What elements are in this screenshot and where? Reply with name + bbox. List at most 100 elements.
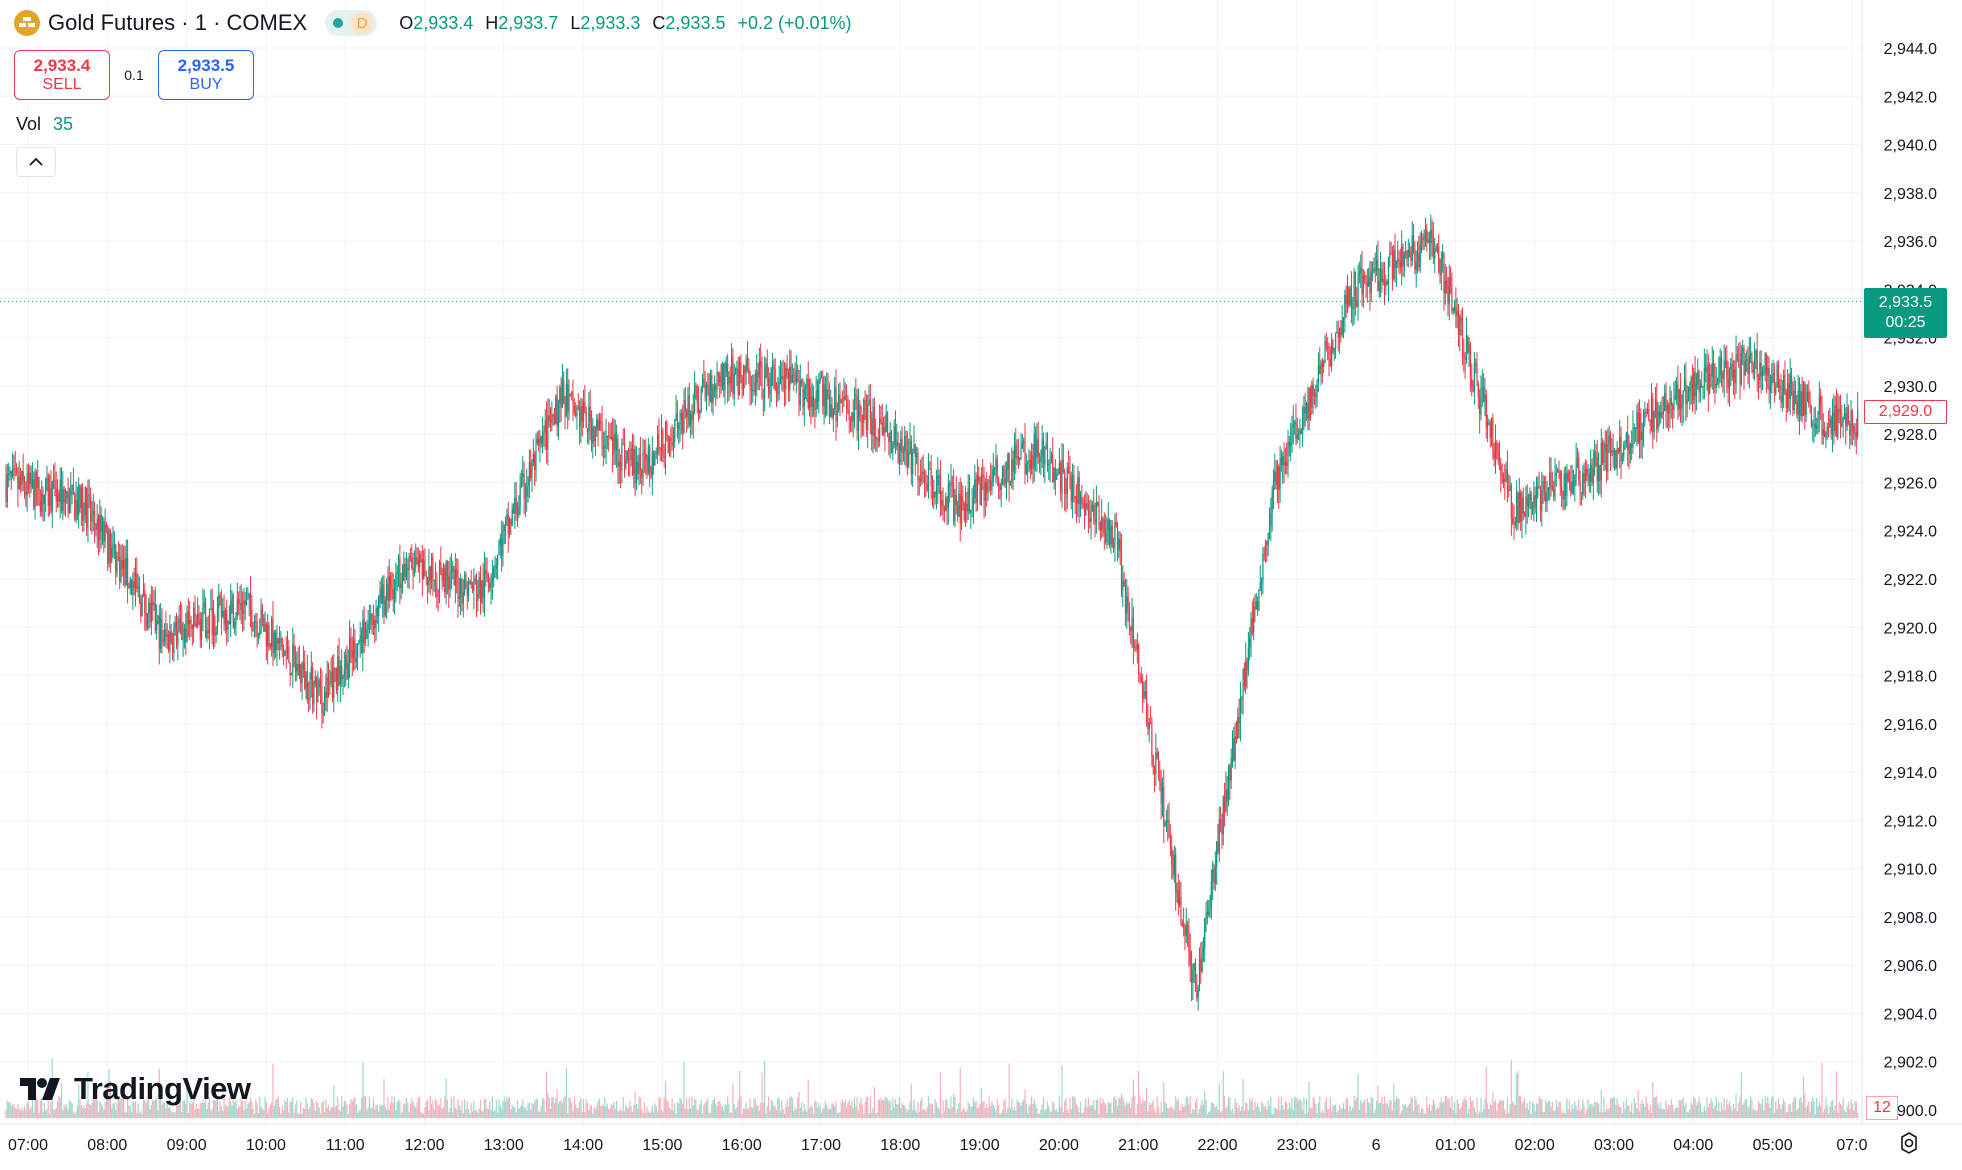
volume-bar xyxy=(352,1098,355,1118)
volume-bar xyxy=(1842,1097,1844,1118)
candle-body xyxy=(5,482,7,502)
candle-body xyxy=(1336,331,1338,333)
volume-bar xyxy=(836,1112,838,1118)
volume-bar xyxy=(1633,1098,1635,1118)
candle-body xyxy=(347,663,349,680)
volume-bar xyxy=(1780,1109,1782,1118)
candle-body xyxy=(1229,766,1231,781)
volume-bar xyxy=(370,1107,372,1118)
candle-body xyxy=(943,508,945,511)
candle-body xyxy=(380,588,382,604)
candle-body xyxy=(391,586,393,590)
volume-bar xyxy=(925,1110,927,1118)
candle-body xyxy=(1263,554,1265,556)
volume-bar xyxy=(1173,1109,1175,1118)
candle-body xyxy=(1115,522,1117,526)
volume-bar xyxy=(1435,1109,1437,1118)
candle-body xyxy=(1185,924,1187,936)
volume-bar xyxy=(1378,1103,1380,1118)
volume-bar xyxy=(356,1112,359,1118)
collapse-legend-button[interactable] xyxy=(16,147,56,177)
candle-body xyxy=(1167,820,1169,823)
volume-bar xyxy=(97,1112,100,1118)
candle-body xyxy=(1575,461,1577,477)
candle-body xyxy=(974,479,976,498)
candle-body xyxy=(1615,450,1617,468)
volume-bar xyxy=(297,1113,299,1118)
volume-bar xyxy=(1233,1113,1235,1118)
candle-body xyxy=(141,596,143,616)
volume-bar xyxy=(1424,1113,1427,1118)
volume-bar xyxy=(1703,1105,1705,1118)
prev-close-tag: 2,929.0 xyxy=(1864,400,1947,424)
candle-body xyxy=(1449,277,1452,286)
volume-bar xyxy=(597,1101,599,1118)
candle-body xyxy=(1075,498,1078,504)
volume-bar xyxy=(1086,1106,1088,1118)
candle-body xyxy=(1497,451,1499,460)
candle-body xyxy=(614,433,616,451)
volume-bar xyxy=(121,1098,123,1118)
candle-body xyxy=(249,593,252,610)
volume-bar xyxy=(968,1103,971,1118)
sell-button[interactable]: 2,933.4 SELL xyxy=(14,50,110,100)
volume-bar xyxy=(687,1109,689,1118)
volume-bar xyxy=(1418,1103,1420,1118)
time-tick-label: 11:00 xyxy=(326,1137,365,1154)
volume-bar xyxy=(1225,1108,1227,1118)
volume-bar xyxy=(241,1101,244,1118)
candle-body xyxy=(286,646,289,653)
volume-legend[interactable]: Vol 35 xyxy=(16,114,74,134)
volume-bar xyxy=(1115,1099,1117,1118)
candle-body xyxy=(1471,378,1473,388)
volume-bar xyxy=(267,1112,269,1118)
candle-body xyxy=(1398,259,1400,263)
volume-bar xyxy=(1410,1096,1412,1118)
symbol-title[interactable]: Gold Futures · 1 · COMEX xyxy=(48,10,308,35)
candle-body xyxy=(1238,716,1240,724)
volume-bar xyxy=(1372,1097,1374,1118)
volume-bar xyxy=(716,1106,718,1118)
candle-body xyxy=(1620,436,1622,461)
price-tick-label: 2,922.0 xyxy=(1884,572,1937,589)
candle-body xyxy=(816,390,819,402)
volume-bar xyxy=(1629,1111,1631,1118)
candle-body xyxy=(109,531,112,562)
candle-body xyxy=(782,376,784,380)
volume-bar xyxy=(886,1099,889,1118)
candle-body xyxy=(158,615,160,649)
volume-bar xyxy=(650,1111,652,1118)
volume-bar xyxy=(275,1099,277,1118)
volume-bar xyxy=(142,1100,145,1118)
candle-body xyxy=(42,493,44,504)
candle-body xyxy=(1763,372,1765,374)
volume-bar xyxy=(770,1100,772,1118)
candle-body xyxy=(175,621,178,646)
tradingview-logo[interactable]: TradingView xyxy=(20,1071,251,1107)
candle-body xyxy=(445,561,447,593)
volume-bar xyxy=(278,1106,281,1118)
candle-body xyxy=(868,399,870,406)
volume-bar xyxy=(1313,1098,1316,1118)
buy-button[interactable]: 2,933.5 BUY xyxy=(158,50,254,100)
volume-bar xyxy=(559,1101,561,1118)
volume-bar xyxy=(1120,1093,1123,1118)
volume-bar xyxy=(1011,1098,1013,1118)
gear-icon[interactable] xyxy=(1896,1130,1922,1156)
candle-body xyxy=(173,629,175,653)
candle-body xyxy=(840,400,842,403)
candle-body xyxy=(358,641,360,644)
volume-bar xyxy=(318,1107,320,1118)
candle-body xyxy=(1689,387,1691,392)
volume-bar xyxy=(736,1107,738,1118)
volume-bar xyxy=(1444,1096,1446,1118)
volume-bar xyxy=(1690,1101,1692,1118)
candle-body xyxy=(1074,496,1076,499)
volume-bar xyxy=(1161,1112,1164,1118)
candle-body xyxy=(448,576,450,590)
candle-body xyxy=(1275,471,1277,486)
market-status[interactable]: D xyxy=(325,10,378,36)
volume-bar xyxy=(1587,1099,1589,1118)
volume-bar xyxy=(1370,1097,1372,1118)
